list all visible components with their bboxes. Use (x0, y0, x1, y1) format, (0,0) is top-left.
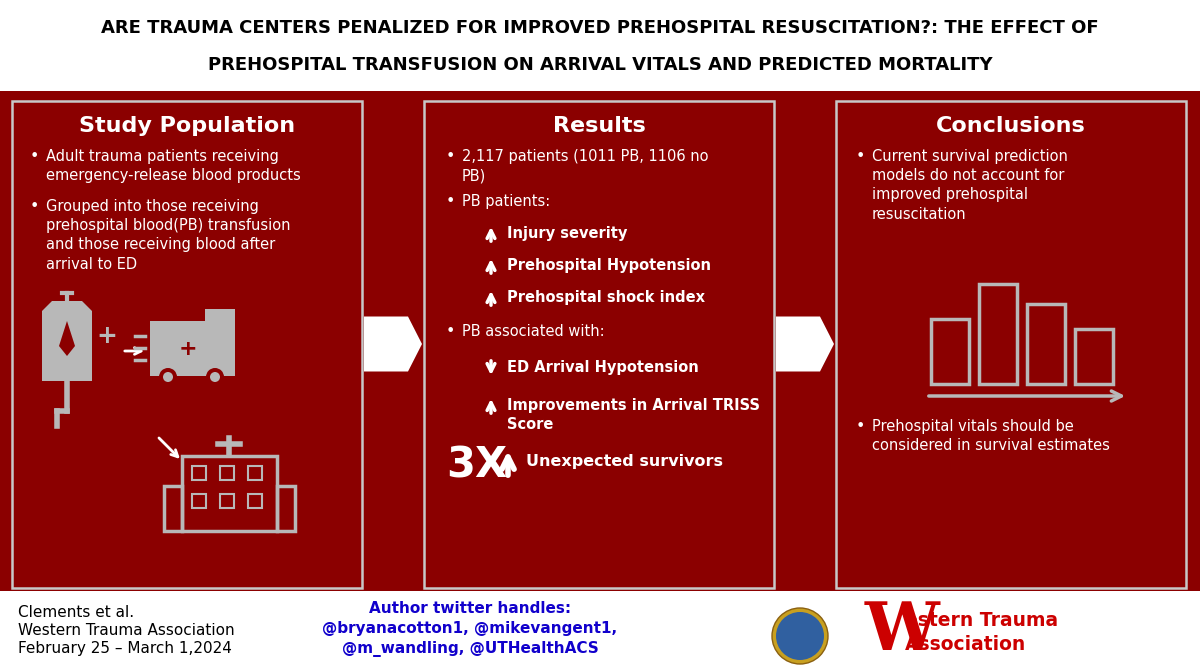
Bar (220, 494, 234, 508)
Text: February 25 – March 1,2024: February 25 – March 1,2024 (18, 641, 232, 656)
Bar (192, 494, 206, 508)
Text: Prehospital shock index: Prehospital shock index (508, 290, 706, 305)
Text: Association: Association (905, 635, 1026, 654)
Text: ED Arrival Hypotension: ED Arrival Hypotension (508, 360, 698, 375)
Bar (205, 309, 235, 321)
Text: +: + (96, 324, 118, 348)
Polygon shape (364, 317, 422, 372)
Bar (979, 284, 1018, 384)
Circle shape (206, 368, 224, 386)
Circle shape (158, 368, 178, 386)
Polygon shape (776, 317, 834, 372)
Bar (424, 101, 774, 588)
Bar (150, 321, 235, 376)
Bar (0, 591, 1200, 671)
Circle shape (210, 372, 220, 382)
Bar (220, 466, 234, 480)
Bar (277, 486, 295, 531)
Text: Author twitter handles:: Author twitter handles: (368, 601, 571, 616)
Bar (192, 466, 206, 480)
Text: •: • (856, 149, 865, 164)
Text: W: W (865, 599, 940, 664)
Text: +: + (179, 339, 197, 359)
Bar (12, 101, 362, 588)
Bar (164, 486, 182, 531)
Bar (182, 456, 277, 531)
Bar (1027, 304, 1066, 384)
Text: Conclusions: Conclusions (936, 116, 1086, 136)
Polygon shape (59, 321, 74, 356)
Text: Injury severity: Injury severity (508, 226, 628, 241)
Text: @m_wandling, @UTHealthACS: @m_wandling, @UTHealthACS (342, 641, 599, 657)
Text: PREHOSPITAL TRANSFUSION ON ARRIVAL VITALS AND PREDICTED MORTALITY: PREHOSPITAL TRANSFUSION ON ARRIVAL VITAL… (208, 56, 992, 74)
Text: Grouped into those receiving
prehospital blood(PB) transfusion
and those receivi: Grouped into those receiving prehospital… (46, 199, 290, 272)
Circle shape (772, 608, 828, 664)
Bar (0, 91, 1200, 96)
Text: •: • (856, 419, 865, 434)
Text: •: • (30, 199, 40, 214)
Text: Clements et al.: Clements et al. (18, 605, 134, 620)
Text: 3X: 3X (446, 444, 508, 486)
Bar (248, 466, 262, 480)
Text: Adult trauma patients receiving
emergency-release blood products: Adult trauma patients receiving emergenc… (46, 149, 301, 183)
Text: @bryanacotton1, @mikevangent1,: @bryanacotton1, @mikevangent1, (323, 621, 618, 636)
Circle shape (163, 372, 173, 382)
Bar (836, 101, 1186, 588)
Circle shape (776, 612, 824, 660)
Text: Results: Results (553, 116, 646, 136)
Text: ARE TRAUMA CENTERS PENALIZED FOR IMPROVED PREHOSPITAL RESUSCITATION?: THE EFFECT: ARE TRAUMA CENTERS PENALIZED FOR IMPROVE… (101, 19, 1099, 37)
Bar (931, 319, 970, 384)
Text: estern Trauma: estern Trauma (905, 611, 1058, 630)
Text: Unexpected survivors: Unexpected survivors (526, 454, 722, 469)
Text: Current survival prediction
models do not account for
improved prehospital
resus: Current survival prediction models do no… (872, 149, 1068, 221)
Polygon shape (42, 301, 92, 381)
Text: PB patients:: PB patients: (462, 194, 551, 209)
Text: •: • (446, 324, 455, 339)
Text: Improvements in Arrival TRISS
Score: Improvements in Arrival TRISS Score (508, 398, 760, 432)
Text: 2,117 patients (1011 PB, 1106 no
PB): 2,117 patients (1011 PB, 1106 no PB) (462, 149, 708, 183)
Bar (248, 494, 262, 508)
Bar (1075, 329, 1114, 384)
Text: Prehospital vitals should be
considered in survival estimates: Prehospital vitals should be considered … (872, 419, 1110, 453)
Text: PB associated with:: PB associated with: (462, 324, 605, 339)
Text: •: • (446, 194, 455, 209)
Text: •: • (30, 149, 40, 164)
Text: Western Trauma Association: Western Trauma Association (18, 623, 235, 638)
Text: •: • (446, 149, 455, 164)
Bar (0, 0, 1200, 96)
Text: Prehospital Hypotension: Prehospital Hypotension (508, 258, 710, 273)
Text: Study Population: Study Population (79, 116, 295, 136)
